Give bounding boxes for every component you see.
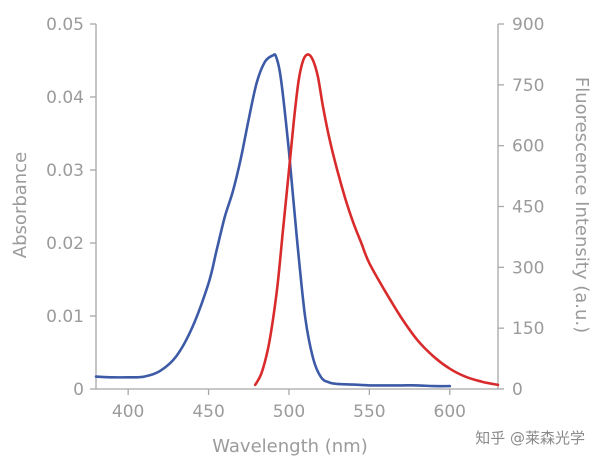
left-y-axis-title: Absorbance [10,152,31,258]
x-tick-label: 500 [273,402,305,422]
x-ticks: 400 450 500 550 600 [112,389,466,422]
series-layer [94,53,500,388]
x-tick-label: 550 [353,402,385,422]
left-y-tick-label: 0.04 [46,88,84,108]
right-y-tick-label: 750 [512,76,544,96]
right-y-tick-label: 150 [512,319,544,339]
left-y-tick-label: 0.03 [46,161,84,181]
right-y-tick-label: 600 [512,137,544,157]
x-axis-title: Wavelength (nm) [212,436,368,457]
left-y-tick-label: 0 [73,380,84,400]
left-y-tick-label: 0.01 [46,307,84,327]
axes [95,24,499,390]
left-y-tick-label: 0.02 [46,234,84,254]
watermark: 知乎 @莱森光学 [475,429,585,447]
absorbance-series-line [94,53,452,388]
left-y-tick-label: 0.05 [46,15,84,35]
right-y-tick-label: 450 [512,198,544,218]
x-tick-label: 450 [192,402,224,422]
x-tick-label: 400 [112,402,144,422]
fluorescence-series-line [253,53,500,387]
right-y-ticks: 0 150 300 450 600 750 900 [498,15,544,400]
right-y-tick-label: 300 [512,258,544,278]
left-y-ticks: 0 0.01 0.02 0.03 0.04 0.05 [46,15,96,400]
right-y-tick-label: 0 [512,380,523,400]
x-tick-label: 600 [434,402,466,422]
right-y-axis-title: Fluorescence Intensity (a.u.) [571,77,592,333]
right-y-tick-label: 900 [512,15,544,35]
